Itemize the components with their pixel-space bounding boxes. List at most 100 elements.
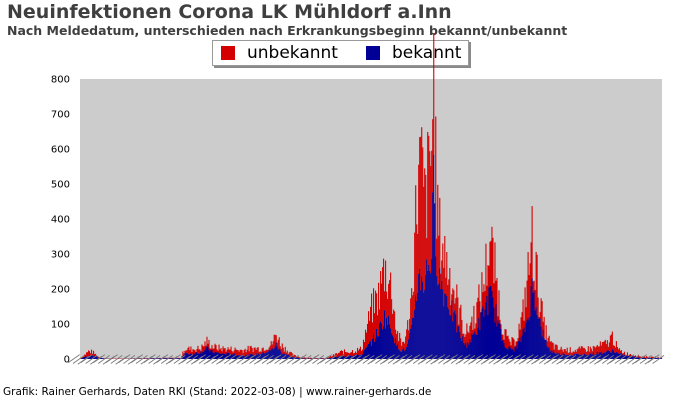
bar-unbekannt xyxy=(224,347,226,355)
bar-bekannt xyxy=(187,354,189,359)
bar-bekannt xyxy=(362,351,365,359)
bar-unbekannt xyxy=(570,352,572,356)
bar-bekannt xyxy=(635,357,638,359)
bar-unbekannt xyxy=(625,355,627,356)
bar-unbekannt xyxy=(532,281,534,293)
bar-unbekannt xyxy=(393,309,395,338)
bar-bekannt xyxy=(280,352,282,359)
bar-unbekannt xyxy=(207,343,209,347)
bar-bekannt xyxy=(198,353,200,359)
bar-bekannt xyxy=(594,353,596,359)
bar-bekannt xyxy=(625,355,627,359)
bar-bekannt xyxy=(503,342,505,359)
bar-unbekannt xyxy=(206,336,208,347)
bar-unbekannt xyxy=(275,335,277,343)
y-tick-label: 400 xyxy=(51,215,70,226)
bar-unbekannt xyxy=(624,354,626,356)
bar-bekannt xyxy=(95,356,97,359)
bar-bekannt xyxy=(475,334,477,359)
bar-unbekannt xyxy=(239,349,241,356)
x-tick-mark xyxy=(168,354,181,364)
bar-bekannt xyxy=(402,349,404,359)
bars-group xyxy=(80,33,663,359)
bar-bekannt xyxy=(657,358,660,359)
x-tick-mark xyxy=(93,354,106,364)
bar-unbekannt xyxy=(285,352,287,355)
x-tick-mark xyxy=(80,354,93,364)
bar-unbekannt xyxy=(546,341,548,347)
bar-bekannt xyxy=(84,356,86,359)
bar-bekannt xyxy=(457,326,459,359)
bar-unbekannt xyxy=(321,357,323,359)
bar-bekannt xyxy=(642,358,645,359)
bar-bekannt xyxy=(569,355,571,359)
bar-unbekannt xyxy=(228,349,230,353)
bar-bekannt xyxy=(561,355,563,359)
bar-unbekannt xyxy=(533,280,535,292)
bar-bekannt xyxy=(445,293,447,359)
bar-bekannt xyxy=(200,351,202,359)
x-tick-mark xyxy=(601,355,614,364)
bar-unbekannt xyxy=(297,356,299,358)
bar-bekannt xyxy=(241,356,243,359)
bar-unbekannt xyxy=(563,349,565,354)
x-tick-mark xyxy=(647,354,660,364)
x-tick-mark xyxy=(118,354,131,364)
bar-unbekannt xyxy=(535,251,537,308)
bar-unbekannt xyxy=(219,349,221,354)
bar-bekannt xyxy=(226,352,228,359)
bar-unbekannt xyxy=(595,346,597,355)
bar-unbekannt xyxy=(252,352,254,356)
bar-bekannt xyxy=(225,354,227,359)
bar-unbekannt xyxy=(632,355,634,358)
bar-unbekannt xyxy=(651,356,654,359)
bar-bekannt xyxy=(474,331,476,359)
bar-bekannt xyxy=(329,358,331,359)
bar-unbekannt xyxy=(427,131,429,271)
bar-bekannt xyxy=(624,355,626,359)
bar-unbekannt xyxy=(356,347,359,355)
bar-bekannt xyxy=(363,349,366,359)
bar-bekannt xyxy=(636,357,639,359)
x-tick-mark xyxy=(349,355,362,364)
bar-bekannt xyxy=(546,346,548,359)
bar-unbekannt xyxy=(575,351,577,354)
bar-bekannt xyxy=(434,203,436,359)
bar-bekannt xyxy=(655,358,658,359)
bar-bekannt xyxy=(582,354,584,359)
bar-bekannt xyxy=(153,358,155,359)
bar-unbekannt xyxy=(609,335,611,353)
x-tick-mark xyxy=(130,354,143,364)
bar-unbekannt xyxy=(344,351,347,357)
bar-bekannt xyxy=(637,357,640,359)
bar-unbekannt xyxy=(364,329,367,348)
bar-unbekannt xyxy=(453,290,455,313)
bar-bekannt xyxy=(574,354,576,359)
bar-unbekannt xyxy=(430,166,432,274)
bar-bekannt xyxy=(597,354,599,359)
bar-bekannt xyxy=(476,334,478,359)
bar-unbekannt xyxy=(515,341,517,345)
bar-unbekannt xyxy=(279,346,281,350)
bar-bekannt xyxy=(483,316,485,359)
bar-bekannt xyxy=(292,357,294,359)
bar-bekannt xyxy=(385,328,387,359)
bar-bekannt xyxy=(377,336,379,359)
bar-bekannt xyxy=(419,268,421,359)
bar-unbekannt xyxy=(431,150,433,259)
bar-bekannt xyxy=(175,358,177,359)
x-tick-mark xyxy=(571,354,584,364)
bar-bekannt xyxy=(272,349,274,359)
y-tick-label: 800 xyxy=(51,75,70,86)
bar-bekannt xyxy=(100,358,102,359)
bar-bekannt xyxy=(479,329,481,359)
bar-bekannt xyxy=(413,317,415,359)
bar-bekannt xyxy=(616,352,618,359)
bar-bekannt xyxy=(482,306,484,359)
bar-bekannt xyxy=(521,335,523,359)
bar-bekannt xyxy=(382,329,384,359)
bar-bekannt xyxy=(236,355,238,359)
bar-bekannt xyxy=(466,347,468,359)
bar-unbekannt xyxy=(553,349,555,353)
bar-unbekannt xyxy=(414,232,416,311)
